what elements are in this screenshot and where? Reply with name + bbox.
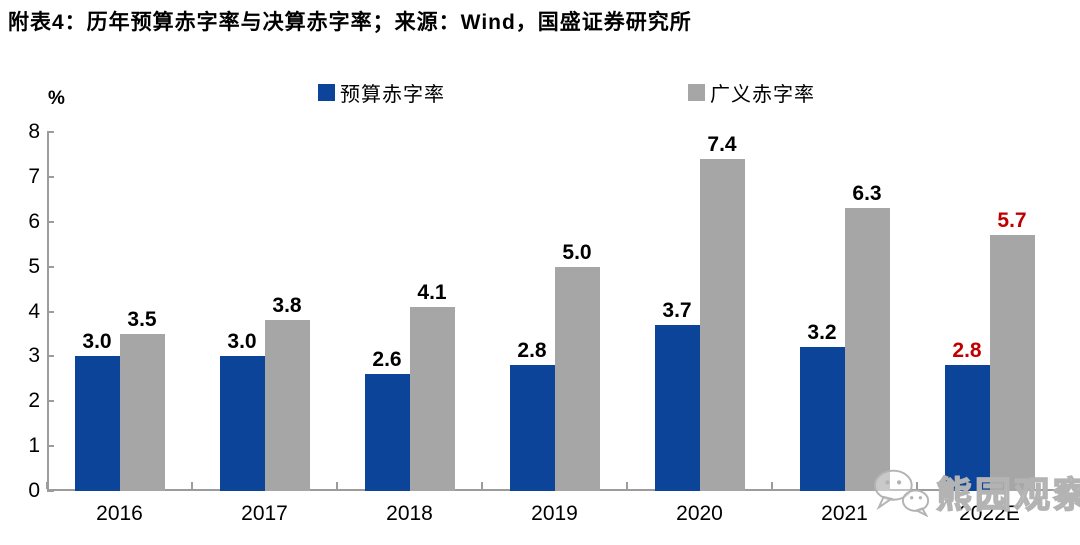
bar-value-label: 3.2	[807, 321, 837, 345]
x-tick-mark	[191, 482, 193, 489]
bar-group-2022E: 2.8 5.7	[917, 132, 1062, 491]
x-tick-mark	[1061, 482, 1063, 489]
bar-column: 2.8	[509, 132, 555, 491]
bar-column: 6.3	[844, 132, 890, 491]
bar-value-label: 3.0	[82, 330, 112, 354]
bar-groups: 3.0 3.5 3.0 3.8 2.6 4.1 2.8 5.0 3.7 7.4 3.2 6.3 2.8 5…	[47, 132, 1062, 491]
bar-column: 3.2	[799, 132, 845, 491]
bar-group-2016: 3.0 3.5	[47, 132, 192, 491]
bar	[74, 356, 120, 491]
y-tick-mark	[47, 220, 54, 223]
bar	[219, 356, 265, 491]
x-tick-label: 2017	[241, 502, 288, 525]
bar	[989, 235, 1035, 491]
y-tick-mark	[47, 265, 54, 268]
bar-column: 3.0	[219, 132, 265, 491]
x-tick-label: 2016	[96, 502, 143, 525]
y-tick-label: 7	[28, 164, 40, 188]
bar-value-label: 3.7	[662, 298, 692, 322]
bar-value-label: 2.6	[372, 348, 402, 372]
y-tick-label: 4	[28, 299, 40, 323]
bar	[654, 324, 700, 491]
legend-label-budget: 预算赤字率	[340, 84, 445, 106]
bar-value-label: 3.8	[272, 294, 302, 318]
bar-column: 4.1	[409, 132, 455, 491]
bar	[509, 365, 555, 491]
bar-column: 5.0	[554, 132, 600, 491]
bar	[364, 374, 410, 491]
y-tick-mark	[47, 400, 54, 403]
legend-label-broad: 广义赤字率	[710, 84, 815, 106]
y-tick-label: 1	[28, 434, 40, 458]
x-tick-label: 2020	[676, 502, 723, 525]
legend-item-broad-deficit: 广义赤字率	[688, 78, 815, 107]
legend-item-budget-deficit: 预算赤字率	[318, 78, 445, 107]
bar	[554, 266, 600, 491]
x-tick-label: 2022E	[959, 502, 1020, 525]
bar-value-label: 2.8	[517, 339, 547, 363]
bar	[799, 347, 845, 491]
x-tick-label: 2018	[386, 502, 433, 525]
bar-value-label: 3.5	[127, 307, 157, 331]
y-tick-label: 3	[28, 344, 40, 368]
y-axis-unit-label: %	[48, 88, 65, 109]
x-tick-label: 2019	[531, 502, 578, 525]
x-tick-mark	[481, 482, 483, 489]
legend-swatch-broad	[688, 84, 705, 101]
bar-value-label: 5.7	[997, 209, 1027, 233]
x-tick-mark	[336, 482, 338, 489]
bar	[119, 333, 165, 491]
x-tick-label: 2021	[821, 502, 868, 525]
x-tick-mark	[771, 482, 773, 489]
bar-column: 3.5	[119, 132, 165, 491]
bar-column: 5.7	[989, 132, 1035, 491]
y-tick-mark	[47, 490, 54, 492]
bar	[699, 158, 745, 491]
x-tick-mark	[626, 482, 628, 489]
bar-value-label: 3.0	[227, 330, 257, 354]
bar-group-2019: 2.8 5.0	[482, 132, 627, 491]
bar-group-2021: 3.2 6.3	[772, 132, 917, 491]
bar-column: 2.6	[364, 132, 410, 491]
bar-column: 3.7	[654, 132, 700, 491]
bar-column: 7.4	[699, 132, 745, 491]
bar-value-label: 2.8	[952, 339, 982, 363]
bar	[409, 307, 455, 491]
bar-value-label: 6.3	[852, 182, 882, 206]
bar-group-2020: 3.7 7.4	[627, 132, 772, 491]
x-tick-mark	[46, 482, 48, 489]
bar	[944, 365, 990, 491]
y-tick-label: 8	[28, 120, 40, 143]
y-tick-label: 2	[28, 389, 40, 413]
y-tick-mark	[47, 175, 54, 178]
bar-value-label: 7.4	[707, 132, 737, 156]
y-tick-mark	[47, 131, 54, 133]
bar-column: 2.8	[944, 132, 990, 491]
bar	[264, 320, 310, 491]
bar	[844, 208, 890, 491]
y-tick-mark	[47, 355, 54, 358]
figure-title: 附表4：历年预算赤字率与决算赤字率；来源：Wind，国盛证券研究所	[8, 11, 692, 34]
y-tick-mark	[47, 445, 54, 448]
legend-swatch-budget	[318, 84, 335, 101]
bar-group-2017: 3.0 3.8	[192, 132, 337, 491]
bar-value-label: 4.1	[417, 281, 447, 305]
bar-group-2018: 2.6 4.1	[337, 132, 482, 491]
y-tick-mark	[47, 310, 54, 313]
bar-column: 3.8	[264, 132, 310, 491]
y-tick-label: 5	[28, 254, 40, 278]
bar-value-label: 5.0	[562, 240, 592, 264]
y-tick-label: 6	[28, 209, 40, 233]
y-tick-label: 0	[28, 479, 40, 502]
x-tick-mark	[916, 482, 918, 489]
bar-column: 3.0	[74, 132, 120, 491]
